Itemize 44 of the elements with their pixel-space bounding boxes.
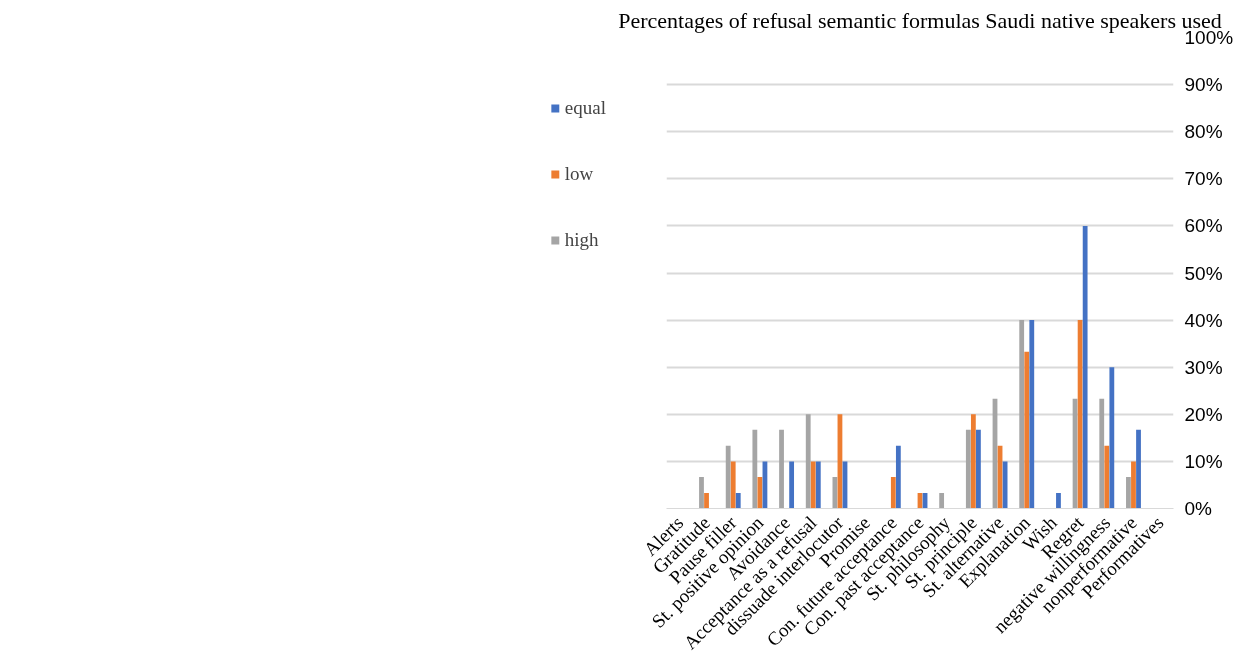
bar: [1104, 445, 1110, 509]
y-tick-label: 100%: [1184, 27, 1234, 48]
bar: [1024, 351, 1030, 509]
y-tick-label: 50%: [1184, 262, 1223, 284]
bar: [1056, 492, 1061, 509]
bar: [1082, 225, 1088, 509]
bar: [1109, 367, 1115, 509]
bar: [730, 461, 736, 509]
bar: [752, 429, 758, 509]
y-tick-label: 0%: [1184, 498, 1213, 519]
bar: [725, 445, 731, 509]
legend-label: equal: [564, 97, 606, 119]
bar: [735, 492, 741, 509]
bar: [699, 476, 704, 509]
y-tick-label: 20%: [1184, 403, 1223, 425]
bar: [890, 476, 896, 509]
bar: [815, 461, 821, 509]
bar: [1136, 429, 1141, 509]
bar: [1131, 461, 1136, 509]
bar: [970, 414, 976, 509]
bar: [895, 445, 901, 509]
bar: [1019, 320, 1025, 509]
bar: [965, 429, 971, 509]
bar: [789, 461, 795, 509]
bar: [704, 492, 709, 509]
bar: [757, 476, 763, 509]
bar: [810, 461, 816, 509]
y-tick-label: 80%: [1184, 121, 1223, 143]
bar: [939, 492, 945, 509]
y-tick-label: 30%: [1184, 356, 1223, 378]
bar: [976, 429, 981, 509]
bar: [779, 429, 784, 509]
y-tick-label: 40%: [1184, 309, 1223, 331]
legend-label: high: [564, 229, 599, 251]
y-tick-label: 10%: [1184, 450, 1223, 472]
legend-label: low: [564, 163, 594, 185]
bar: [1077, 320, 1083, 509]
bar: [1099, 398, 1105, 509]
bar: [1126, 476, 1131, 509]
bar: [805, 414, 811, 509]
y-tick-label: 90%: [1184, 74, 1223, 96]
y-tick-label: 70%: [1184, 168, 1223, 190]
y-tick-label: 60%: [1184, 215, 1223, 237]
bar: [1029, 320, 1035, 509]
